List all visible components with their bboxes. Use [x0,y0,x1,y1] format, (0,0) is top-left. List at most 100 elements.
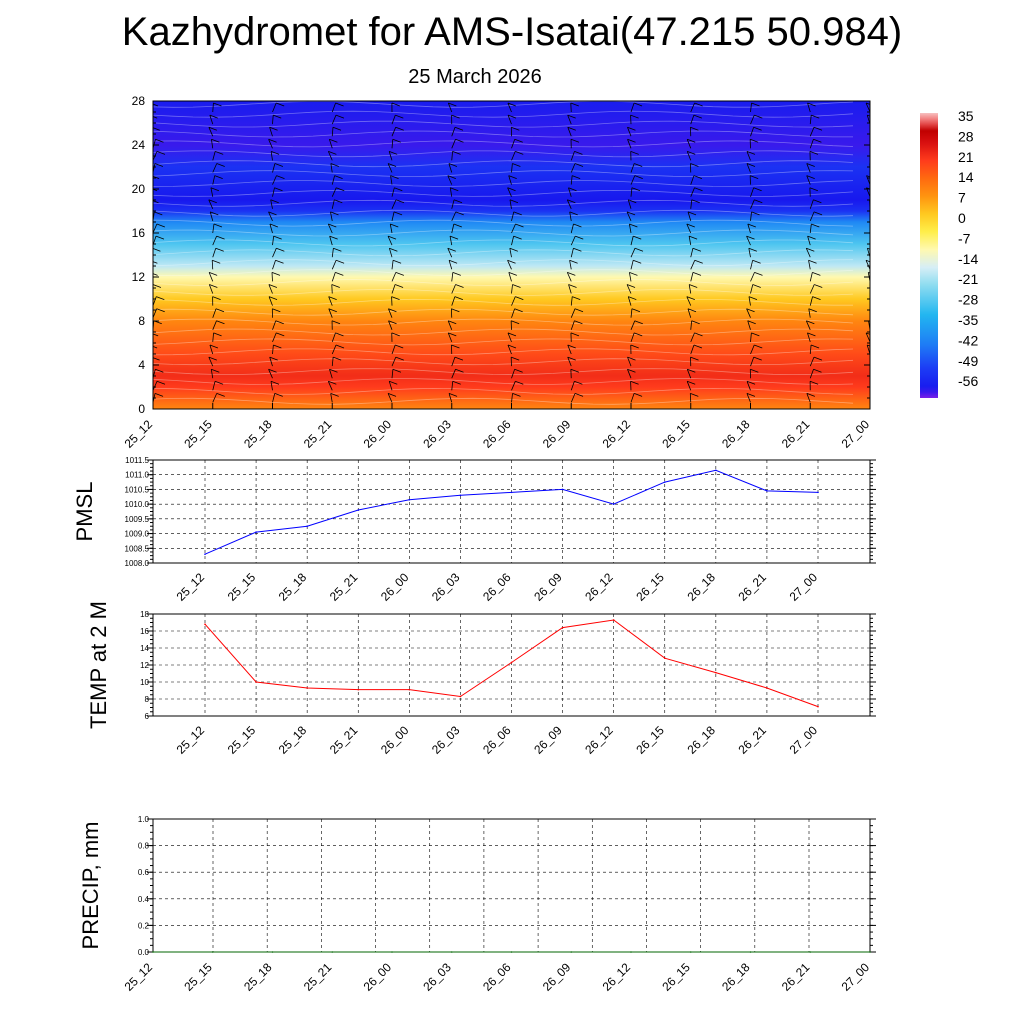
pmsl-frame [152,459,871,564]
wind-barb-flag [746,151,756,155]
wind-barb-flag [387,235,397,240]
wind-barb-flag [513,211,522,216]
wind-barb-flag [813,211,823,216]
wind-barb-shaft [629,272,632,282]
wind-barb-flag [331,284,340,288]
wind-barb-shaft [327,381,333,391]
wind-barb-shaft [750,187,755,197]
pmsl-x-tick-label: 26_18 [684,570,718,604]
wind-barb-shaft [271,272,273,282]
page-title: Kazhydromet for AMS-Isatai(47.215 50.984… [121,10,903,54]
wind-barb-shaft [388,151,393,161]
wind-barb-shaft [210,187,214,197]
wind-barb-shaft [570,296,573,306]
wind-barb-flag [748,296,758,300]
wind-barb-flag [512,284,521,288]
precip-x-tick-label: 25_21 [301,960,335,994]
wind-barb-flag [275,320,284,325]
wind-barb-shaft [806,175,811,185]
wind-barb-flag [507,114,517,119]
contour-line [153,378,854,385]
contour-line [153,358,854,366]
wind-barb-flag [694,102,703,107]
wind-barb-flag [806,320,815,325]
wind-barb-shaft [511,211,515,221]
wind-barb-shaft [391,211,395,221]
wind-barb-shaft [865,102,870,113]
contour-line [153,368,854,376]
wind-barb-flag [209,284,218,288]
wind-barb-shaft [809,272,813,282]
pmsl-series-line [204,469,819,555]
wind-barb-flag [333,247,342,252]
precip-data-point [510,951,513,953]
wind-barb-shaft [451,296,456,306]
colorbar-label: -28 [958,292,978,308]
wind-barb-shaft [391,260,394,270]
wind-barb-flag [208,199,217,204]
wind-barb-flag [273,344,282,349]
temp-data-point [663,657,666,659]
heatmap-x-tick-label: 26_21 [779,417,813,451]
wind-barb-shaft [690,199,693,209]
wind-barb-flag [335,102,344,107]
wind-barb-shaft [331,344,337,355]
temp-x-tick-label: 26_09 [531,723,565,757]
wind-barb-shaft [447,332,453,343]
wind-barb-flag [567,126,576,131]
wind-barb-shaft [509,199,512,209]
wind-barb-shaft [448,260,453,270]
wind-barb-flag [874,224,882,227]
wind-barb-shaft [865,260,870,270]
wind-barb-flag [448,102,457,107]
wind-barb-flag [568,284,577,288]
heatmap-x-tick-label: 26_03 [420,417,454,451]
wind-barb-shaft [570,248,574,258]
wind-barb-shaft [630,320,636,330]
wind-barb-flag [331,320,341,325]
precip-x-tick-label: 26_03 [420,960,454,994]
wind-barb-shaft [391,139,394,149]
pmsl-data-point [612,503,615,505]
precip-data-point [450,951,453,953]
contour-line [153,298,853,306]
wind-barb-shaft [269,223,273,234]
wind-barb-shaft [806,393,811,403]
pmsl-y-tick-label: 1008.5 [125,544,150,553]
wind-barb-shaft [511,308,516,318]
wind-barb-flag [276,247,285,252]
wind-barb-shaft [567,344,572,355]
wind-barb-shaft [330,211,333,221]
wind-barb-flag [627,138,636,143]
wind-barb-shaft [451,139,456,149]
wind-barb-flag [809,151,819,155]
precip-y-tick-label: 0.0 [138,948,150,957]
temp-x-tick-label: 26_21 [736,723,770,757]
heatmap-y-tick-label: 24 [132,138,146,152]
wind-barb-flag [269,126,278,131]
precip-x-tick-label: 26_00 [361,960,395,994]
pmsl-x-tick-label: 26_06 [480,570,514,604]
temp-x-tick-label: 26_15 [633,723,667,757]
temp-y-tick-label: 12 [140,661,149,670]
wind-barb-shaft [627,356,632,367]
precip-x-tick-label: 26_21 [779,960,813,994]
wind-barb-shaft [331,114,337,125]
wind-barb-flag [389,151,398,155]
wind-barb-flag [630,114,639,119]
contour-line [153,219,854,227]
wind-barb-flag [452,272,461,276]
wind-barb-shaft [569,211,572,221]
pmsl-data-point [715,469,717,472]
wind-barb-flag [810,344,820,349]
wind-barb-shaft [390,175,393,185]
wind-barb-flag [747,320,756,325]
wind-barb-flag [627,126,636,131]
colorbar-label: 14 [958,169,974,185]
wind-barb-flag [567,344,576,349]
wind-barb-flag [453,199,463,204]
pmsl-data-point [204,553,206,555]
colorbar-label: -35 [958,312,978,328]
wind-barb-flag [806,163,815,167]
temp-data-point [817,705,819,708]
